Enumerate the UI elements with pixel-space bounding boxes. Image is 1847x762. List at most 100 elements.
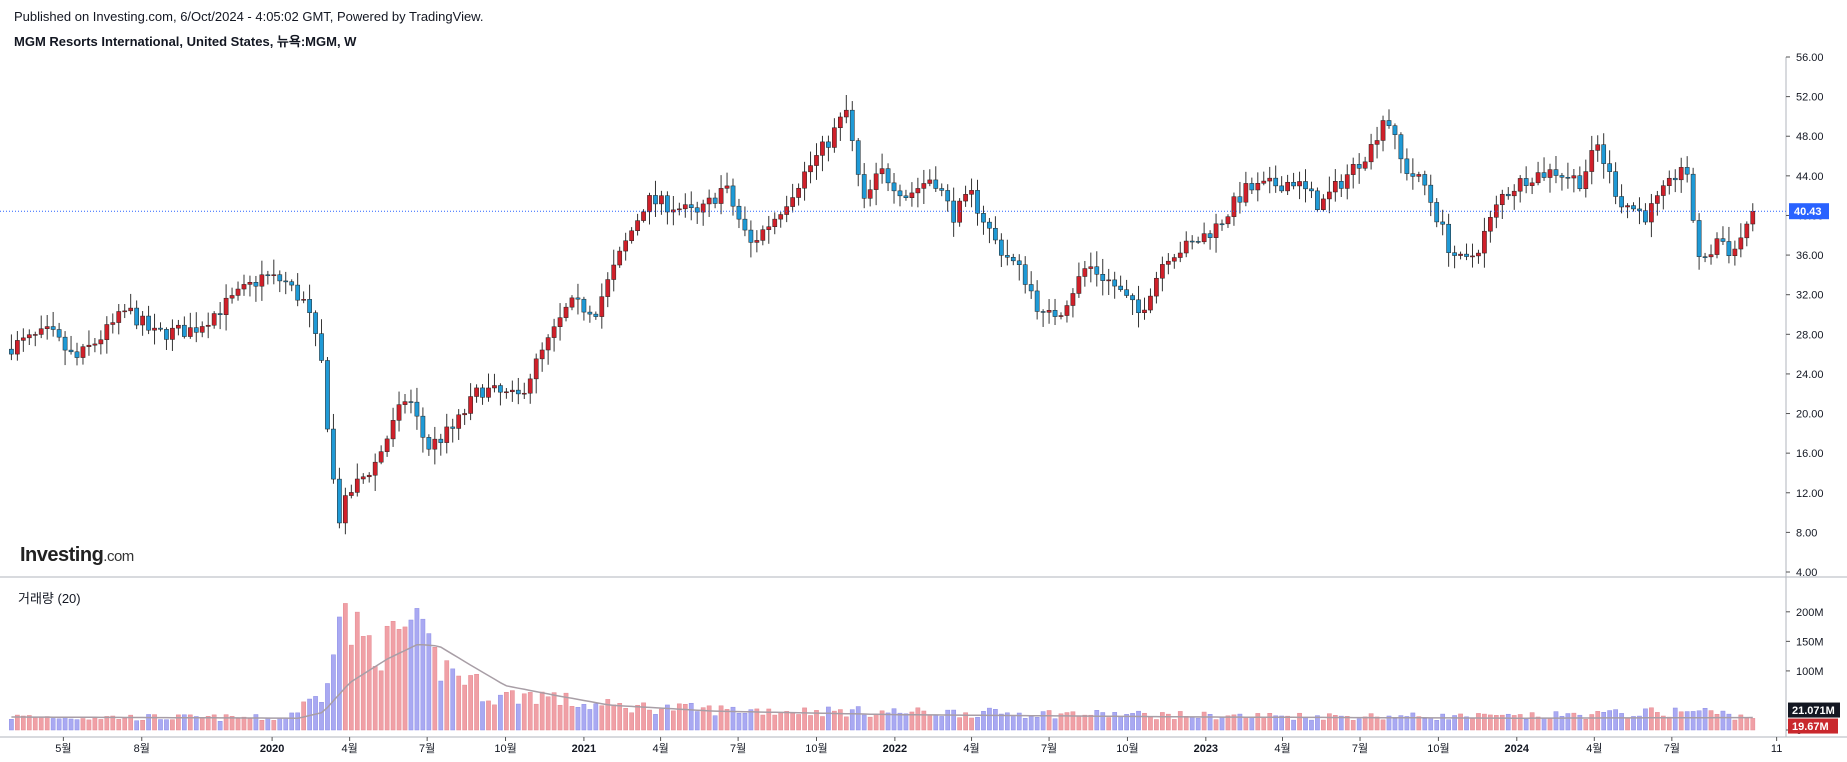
volume-bar	[187, 714, 193, 731]
candle-body	[283, 280, 289, 283]
candle-body	[927, 179, 933, 184]
volume-bar	[814, 710, 819, 731]
volume-bar	[408, 619, 414, 731]
volume-bar	[1034, 717, 1040, 731]
candle-body	[1732, 248, 1738, 257]
volume-bar	[587, 709, 593, 731]
volume-bar	[712, 715, 718, 731]
volume-bar	[1440, 713, 1446, 731]
volume-bar	[605, 699, 611, 731]
volume-bar	[1678, 711, 1684, 731]
time-tick-label: 2024	[1505, 743, 1530, 755]
time-tick-label: 4월	[1586, 742, 1602, 755]
candle-body	[533, 358, 539, 380]
price-tick-label: 48.00	[1796, 131, 1824, 143]
last-volume-badge	[1788, 718, 1838, 734]
volume-bar	[832, 710, 837, 731]
candle-body	[509, 389, 515, 393]
volume-bar	[647, 709, 652, 731]
volume-bar	[1052, 718, 1058, 731]
volume-bar	[414, 608, 420, 731]
volume-bar	[1565, 713, 1571, 731]
candle-body	[736, 205, 742, 220]
candle-body	[694, 207, 700, 213]
volume-bar	[217, 721, 223, 731]
volume-bar	[688, 702, 694, 731]
volume-bar	[1631, 716, 1636, 731]
volume-bar	[110, 715, 116, 731]
volume-bar	[927, 714, 933, 731]
time-tick-label: 4월	[963, 742, 979, 755]
volume-bar	[760, 714, 766, 731]
candle-body	[241, 284, 247, 290]
time-tick-label: 2022	[883, 743, 907, 755]
volume-bar	[50, 718, 56, 731]
candle-body	[492, 385, 497, 389]
volume-bar	[1660, 715, 1666, 731]
candle-body	[903, 195, 909, 198]
candle-body	[1046, 310, 1052, 313]
candle-body	[26, 334, 32, 339]
time-tick-label: 4월	[1274, 742, 1290, 755]
volume-bar	[158, 719, 163, 731]
candle-body	[354, 478, 360, 493]
candle-body	[1040, 311, 1046, 313]
price-tick-label: 44.00	[1796, 171, 1824, 183]
volume-bar	[1136, 710, 1141, 731]
time-tick-label: 4월	[342, 742, 358, 755]
candle-body	[1458, 253, 1463, 256]
time-tick-label: 2021	[572, 743, 596, 755]
volume-bar	[1130, 713, 1135, 731]
candle-body	[468, 396, 473, 414]
candle-body	[1428, 184, 1434, 203]
candle-body	[1094, 266, 1100, 275]
volume-bar	[1696, 710, 1702, 731]
volume-bar	[599, 705, 605, 731]
candle-body	[1231, 196, 1237, 217]
volume-bar	[390, 621, 396, 731]
volume-bar	[1517, 714, 1523, 731]
volume-bar	[1392, 718, 1398, 731]
volume-bar	[1124, 714, 1129, 731]
candle-body	[187, 327, 193, 337]
candle-body	[1177, 252, 1183, 258]
candle-body	[265, 274, 271, 277]
volume-bar	[1446, 719, 1451, 731]
volume-bar	[682, 704, 688, 731]
volume-bar	[903, 713, 909, 731]
volume-bar	[128, 714, 134, 731]
candle-body	[1547, 169, 1553, 178]
candle-body	[1422, 174, 1428, 186]
volume-bar	[1291, 719, 1296, 731]
volume-bar	[1249, 716, 1255, 731]
candle-body	[1106, 279, 1112, 282]
candle-body	[110, 322, 116, 325]
volume-bar	[1368, 713, 1374, 731]
volume-bar	[1195, 717, 1201, 731]
volume-bar	[1016, 712, 1022, 731]
candle-body	[170, 327, 175, 340]
volume-bar	[742, 712, 748, 731]
price-tick-label: 8.00	[1796, 527, 1817, 539]
candle-body	[1511, 190, 1517, 197]
volume-bar	[1297, 712, 1302, 731]
volume-bar	[1643, 708, 1648, 731]
candle-body	[319, 333, 324, 361]
candle-body	[1619, 196, 1624, 208]
candle-body	[611, 264, 617, 280]
volume-bar	[1171, 719, 1177, 731]
candle-body	[480, 387, 485, 398]
candle-body	[343, 495, 348, 524]
volume-bar	[241, 716, 247, 731]
candle-body	[1088, 266, 1094, 269]
candle-body	[176, 324, 181, 329]
volume-bar	[116, 719, 122, 731]
candle-body	[360, 476, 366, 480]
candle-body	[1601, 144, 1607, 164]
time-tick-label: 2023	[1194, 743, 1218, 755]
volume-bar	[676, 703, 682, 731]
candle-body	[235, 288, 241, 296]
volume-bar	[1064, 712, 1070, 731]
candle-body	[867, 189, 873, 199]
